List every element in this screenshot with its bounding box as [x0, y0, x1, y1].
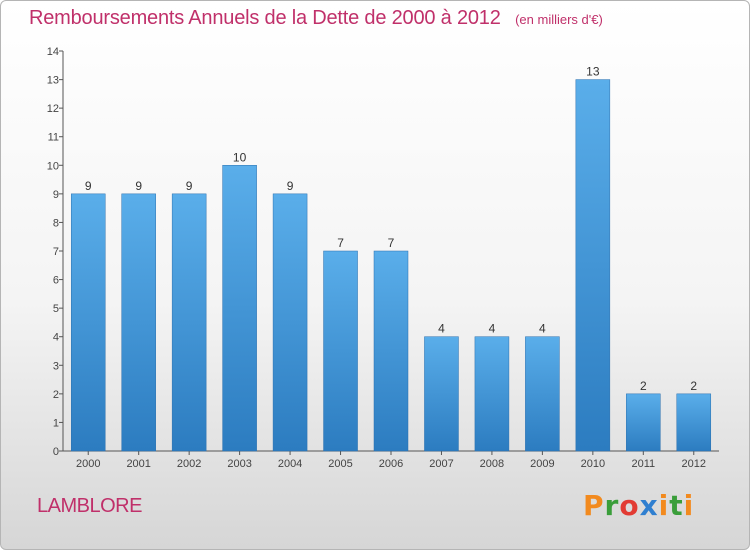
data-label: 2	[640, 379, 647, 393]
y-tick-label: 13	[47, 75, 59, 87]
y-tick-label: 5	[53, 303, 59, 315]
x-tick-label: 2008	[480, 458, 504, 470]
y-tick-label: 1	[53, 417, 59, 429]
y-tick-label: 12	[47, 103, 59, 115]
data-label: 7	[337, 236, 344, 250]
bar	[575, 79, 611, 452]
data-label: 9	[135, 179, 142, 193]
logo-letter: i	[658, 489, 670, 522]
x-tick-label: 2001	[126, 458, 150, 470]
x-tick-label: 2010	[581, 458, 605, 470]
logo-letter: P	[583, 489, 605, 522]
y-tick-label: 4	[53, 332, 59, 344]
bar	[373, 250, 409, 452]
y-tick-label: 3	[53, 360, 59, 372]
data-label: 9	[287, 179, 294, 193]
data-label: 9	[186, 179, 193, 193]
logo-letter: t	[669, 489, 684, 522]
y-tick-label: 10	[47, 160, 59, 172]
x-tick-label: 2000	[76, 458, 100, 470]
data-label: 7	[388, 236, 395, 250]
y-tick-label: 9	[53, 189, 59, 201]
y-tick-label: 8	[53, 217, 59, 229]
data-label: 4	[438, 322, 445, 336]
x-tick-label: 2002	[177, 458, 201, 470]
data-label: 4	[489, 322, 496, 336]
bar	[171, 193, 207, 452]
bar	[424, 336, 459, 452]
x-tick-label: 2011	[631, 458, 655, 470]
data-label: 2	[690, 379, 697, 393]
chart-subtitle: (en milliers d'€)	[515, 12, 603, 27]
bar	[222, 165, 257, 452]
title-row: Remboursements Annuels de la Dette de 20…	[29, 7, 603, 30]
commune-name: LAMBLORE	[37, 495, 142, 517]
x-tick-label: 2005	[328, 458, 352, 470]
logo-letter: o	[619, 489, 640, 522]
bar	[323, 250, 358, 452]
y-tick-label: 2	[53, 389, 59, 401]
y-tick-label: 14	[47, 46, 59, 58]
chart-title: Remboursements Annuels de la Dette de 20…	[29, 7, 501, 29]
x-tick-label: 2003	[227, 458, 251, 470]
bar	[626, 393, 661, 452]
x-tick-label: 2004	[278, 458, 302, 470]
bar	[474, 336, 510, 452]
logo-letter: r	[604, 489, 620, 522]
y-tick-label: 11	[48, 132, 59, 144]
x-tick-label: 2009	[530, 458, 554, 470]
data-label: 10	[233, 150, 247, 164]
y-tick-label: 7	[53, 246, 59, 258]
y-tick-label: 0	[53, 446, 59, 458]
bar	[70, 193, 106, 452]
logo-letter: x	[639, 489, 659, 522]
data-label: 4	[539, 322, 546, 336]
bar	[676, 393, 712, 452]
data-label: 13	[586, 65, 600, 79]
y-tick-label: 6	[53, 275, 59, 287]
proxiti-logo: Proxiti	[583, 489, 694, 522]
x-tick-label: 2012	[682, 458, 706, 470]
x-tick-label: 2007	[429, 458, 453, 470]
bar	[121, 193, 156, 452]
logo-letter: i	[683, 489, 695, 522]
x-tick-label: 2006	[379, 458, 403, 470]
bar	[272, 193, 308, 452]
bar	[525, 336, 560, 452]
data-label: 9	[85, 179, 92, 193]
